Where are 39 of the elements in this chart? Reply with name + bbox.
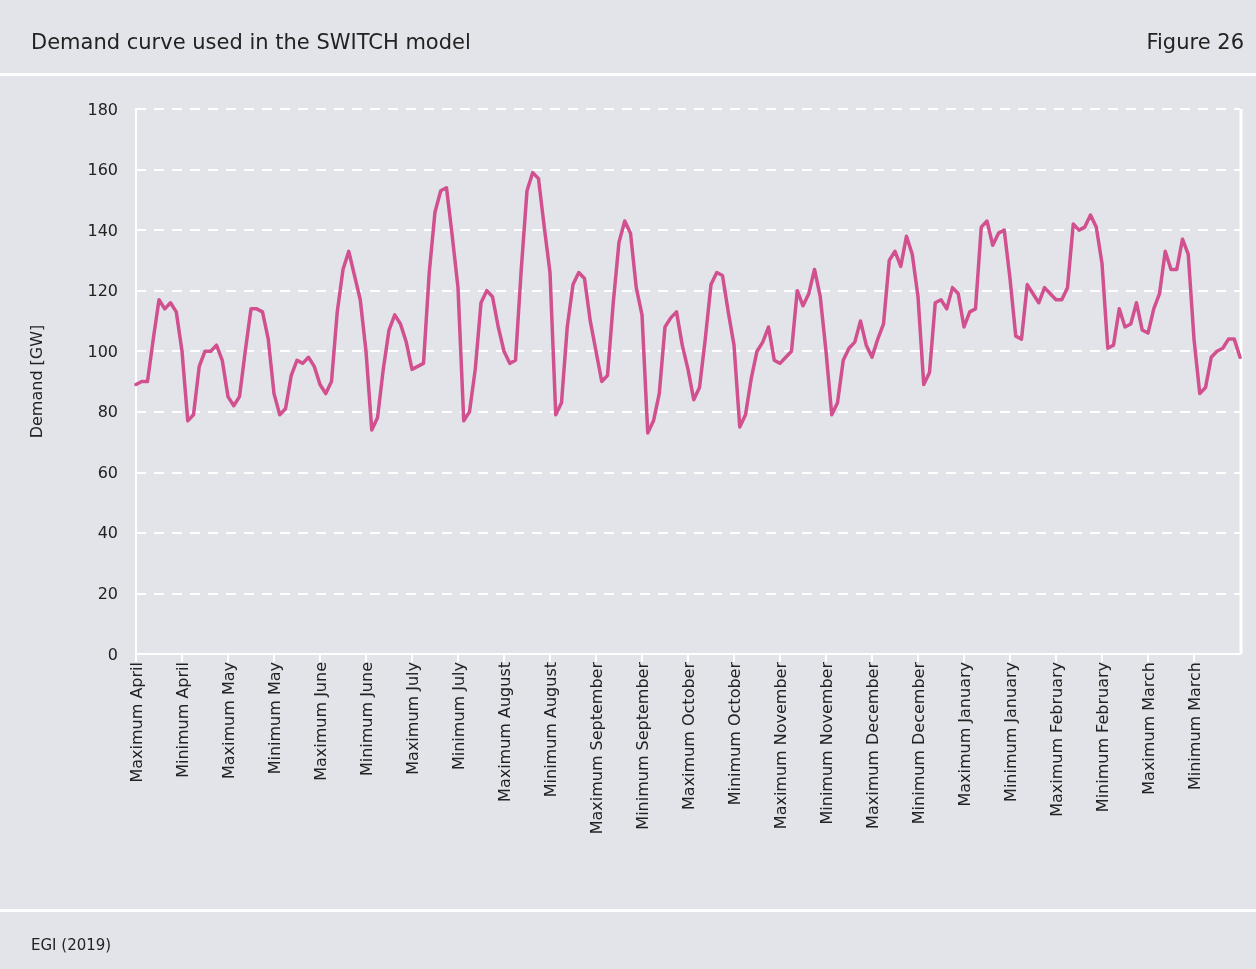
x-tick-label: Maximum December (862, 661, 882, 829)
x-tick-label: Minimum February (1092, 662, 1112, 813)
x-tick-label: Maximum January (954, 662, 974, 807)
y-tick-label: 100 (87, 341, 118, 361)
caption: Figure 26 (1146, 30, 1244, 54)
x-tick-label: Minimum May (264, 662, 284, 775)
y-tick-label: 140 (87, 220, 118, 240)
y-tick-label: 160 (87, 160, 118, 180)
text: EGI (2019) (31, 936, 112, 954)
x-tick-label: Minimum July (448, 662, 468, 771)
y-tick-label: 20 (97, 583, 118, 603)
x-tick-label: Maximum September (586, 661, 606, 835)
x-tick-label: Maximum May (218, 662, 238, 779)
x-tick-label: Maximum July (402, 662, 422, 775)
y-tick-label: 80 (97, 402, 118, 422)
x-tick-label: Minimum June (356, 662, 376, 777)
x-tick-label: Maximum October (678, 661, 698, 810)
x-tick-label: Minimum August (540, 662, 560, 798)
x-tick-label: Minimum November (816, 661, 836, 825)
x-tick-label: Maximum April (126, 662, 146, 783)
x-tick-label: Maximum June (310, 662, 330, 781)
x-tick-label: Maximum November (770, 661, 790, 830)
x-tick-label: Minimum October (724, 661, 744, 806)
x-tick-label: Minimum September (632, 661, 652, 830)
x-tick-label: Maximum August (494, 662, 514, 802)
x-tick-label: Minimum January (1000, 662, 1020, 802)
y-tick-label: 60 (97, 462, 118, 482)
line-series (134, 170, 1242, 435)
y-tick-label: 0 (107, 644, 118, 664)
y-tick-label: 120 (87, 281, 118, 301)
x-tick-label: Minimum March (1184, 662, 1204, 791)
x-tick-label: Maximum March (1138, 662, 1158, 795)
x-tick-label: Maximum February (1046, 662, 1066, 817)
y-tick-label: 180 (87, 99, 118, 119)
x-tick-label: Minimum April (172, 662, 192, 778)
y-axis-title: Demand [GW] (26, 324, 46, 439)
x-tick-label: Minimum December (908, 661, 928, 825)
chart-title: Demand curve used in the SWITCH model (31, 30, 471, 54)
y-tick-label: 40 (97, 523, 118, 543)
